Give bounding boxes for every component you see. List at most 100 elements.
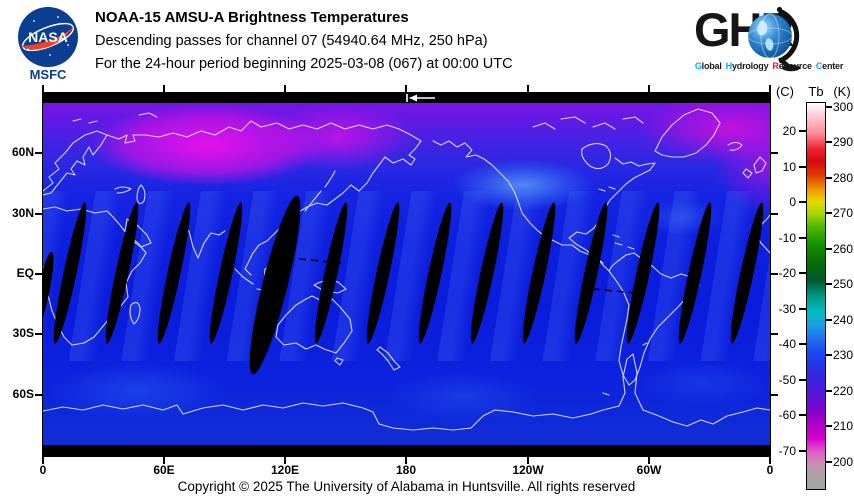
globe-continent-south: [765, 38, 774, 51]
colorbar-quantity-label: Tb: [808, 84, 824, 99]
kelvin-tick: [826, 354, 832, 356]
celsius-tick: [799, 237, 806, 239]
celsius-tick-label: 0: [789, 195, 796, 209]
lat-tick: [771, 152, 778, 154]
tagline-word-hydrology: Hydrology: [725, 61, 769, 71]
kelvin-tick: [826, 177, 832, 179]
lon-label: 60W: [636, 463, 662, 477]
tagline-word-global: Global: [694, 61, 722, 71]
colorbar-gradient: [806, 102, 826, 490]
lon-tick: [527, 457, 529, 464]
lon-tick: [163, 457, 165, 464]
lat-tick: [771, 333, 778, 335]
lon-tick: [163, 85, 165, 92]
lat-label: 60N: [11, 145, 34, 159]
lon-label: 120E: [270, 463, 300, 477]
lon-tick: [527, 85, 529, 92]
kelvin-tick-label: 240: [833, 313, 854, 327]
kelvin-tick: [826, 106, 832, 108]
kelvin-tick-label: 280: [833, 171, 854, 185]
ghrc-tagline: Global Hydrology Resource Center: [684, 61, 854, 71]
celsius-tick: [799, 166, 806, 168]
ghrc-globe-icon: [747, 6, 800, 72]
celsius-tick-label: -60: [778, 408, 796, 422]
lon-label: 120W: [512, 463, 544, 477]
subtitle-period: For the 24-hour period beginning 2025-03…: [95, 56, 513, 72]
celsius-tick: [799, 379, 806, 381]
data-gap-swaths: [43, 195, 764, 375]
kelvin-tick: [826, 390, 832, 392]
kelvin-tick: [826, 248, 832, 250]
pass-start-arrow-icon: [406, 94, 435, 102]
nasa-red-swoosh: [20, 25, 75, 50]
lon-tick: [42, 457, 44, 464]
lon-tick: [769, 85, 771, 92]
nasa-meatball-circle: [18, 7, 78, 67]
lat-tick: [35, 273, 42, 275]
lat-tick: [771, 213, 778, 215]
kelvin-tick-label: 200: [833, 455, 854, 469]
lon-tick: [284, 85, 286, 92]
lon-label: 60E: [153, 463, 175, 477]
tagline-word-center: Center: [815, 61, 844, 71]
kelvin-tick-label: 260: [833, 242, 854, 256]
lon-tick: [405, 85, 407, 92]
kelvin-tick: [826, 425, 832, 427]
lat-tick: [35, 213, 42, 215]
map-bottom-nodata-bar: [43, 445, 770, 456]
kelvin-tick-label: 270: [833, 206, 854, 220]
coastline-lines: [43, 108, 770, 431]
kelvin-tick-label: 300: [833, 100, 854, 114]
lon-label: 180: [395, 463, 417, 477]
page-title: NOAA-15 AMSU-A Brightness Temperatures: [95, 9, 409, 26]
kelvin-tick: [826, 461, 832, 463]
kelvin-tick-label: 290: [833, 135, 854, 149]
celsius-tick: [799, 450, 806, 452]
lon-tick: [42, 85, 44, 92]
lat-label: 30S: [12, 326, 34, 340]
celsius-tick: [799, 308, 806, 310]
lat-label: 60S: [12, 387, 34, 401]
celsius-tick-label: -20: [778, 266, 796, 280]
celsius-tick: [799, 414, 806, 416]
celsius-tick-label: -40: [778, 337, 796, 351]
celsius-tick-label: -30: [778, 302, 796, 316]
lat-tick: [35, 394, 42, 396]
coastlines-and-swaths: [43, 108, 770, 431]
kelvin-tick-label: 220: [833, 384, 854, 398]
lon-label: 0: [39, 463, 47, 477]
lon-tick: [648, 457, 650, 464]
colorbar-unit-celsius: (C): [775, 84, 795, 99]
celsius-tick: [799, 130, 806, 132]
celsius-tick-label: -50: [778, 373, 796, 387]
globe-continent-north: [757, 20, 768, 36]
tagline-word-resource: Resource: [772, 61, 812, 71]
celsius-tick: [799, 343, 806, 345]
globe-stand-arm: [778, 8, 800, 64]
lon-tick: [284, 457, 286, 464]
nasa-logo-icon: NASA: [18, 7, 78, 67]
globe-sphere: [748, 14, 792, 58]
celsius-tick: [799, 272, 806, 274]
kelvin-tick: [826, 319, 832, 321]
msfc-label: MSFC: [29, 67, 67, 82]
lat-label: 30N: [11, 206, 34, 220]
celsius-tick-label: 10: [782, 160, 796, 174]
lat-tick: [35, 333, 42, 335]
lat-tick: [771, 273, 778, 275]
lon-tick: [405, 457, 407, 464]
world-map-panel: [42, 92, 771, 457]
subtitle-channel: Descending passes for channel 07 (54940.…: [95, 33, 488, 49]
lon-label: 0: [766, 463, 774, 477]
kelvin-tick: [826, 212, 832, 214]
kelvin-tick: [826, 283, 832, 285]
celsius-tick-label: -70: [778, 444, 796, 458]
kelvin-tick: [826, 141, 832, 143]
colorbar-unit-kelvin: (K): [833, 84, 851, 99]
lat-label: EQ: [16, 266, 34, 280]
celsius-tick: [799, 201, 806, 203]
lon-tick: [648, 85, 650, 92]
celsius-tick-label: -10: [778, 231, 796, 245]
lat-tick: [771, 394, 778, 396]
kelvin-tick-label: 210: [833, 419, 854, 433]
